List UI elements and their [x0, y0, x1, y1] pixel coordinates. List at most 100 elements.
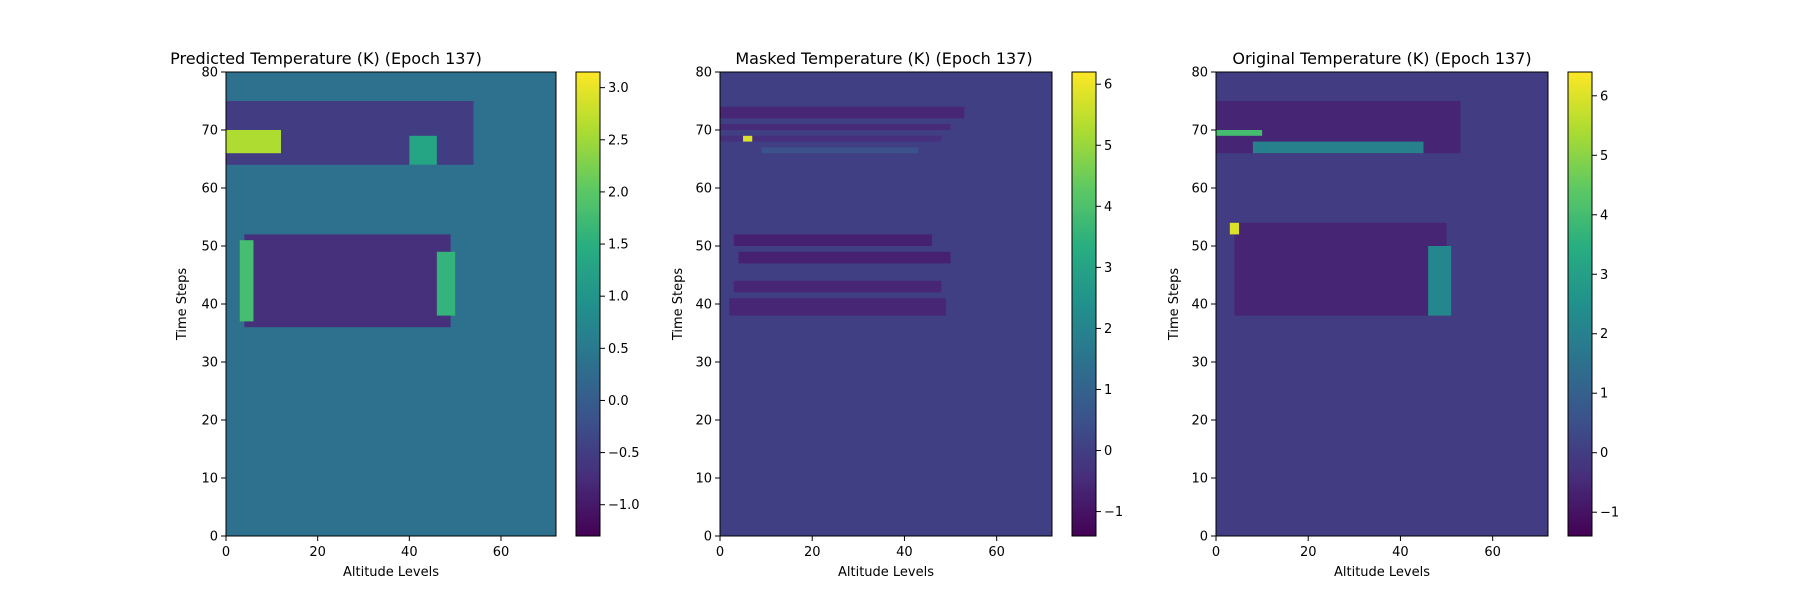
x-tick-label: 40 [1392, 545, 1409, 560]
colorbar-tick-label: 4 [1600, 208, 1608, 223]
x-tick-label: 0 [1212, 545, 1220, 560]
y-tick-label: 0 [210, 530, 218, 545]
heatmap-region [761, 147, 919, 154]
colorbar-tick-label: 5 [1104, 139, 1112, 154]
y-tick-label: 80 [201, 66, 218, 81]
predicted-temperature-panel: Predicted Temperature (K) (Epoch 137) 0 2… [170, 49, 639, 580]
heatmap-cells [1216, 72, 1548, 536]
y-tick-label: 40 [695, 298, 712, 313]
colorbar [575, 71, 601, 537]
y-tick-label: 50 [1191, 240, 1208, 255]
y-tick-label: 10 [1191, 472, 1208, 487]
colorbar [1567, 71, 1593, 537]
x-tick-label: 0 [222, 545, 230, 560]
colorbar-ticks: −1.0 −0.5 0.0 0.5 1.0 1.5 2.0 2.5 3.0 [600, 81, 640, 513]
y-tick-label: 70 [1191, 124, 1208, 139]
y-tick-label: 80 [695, 66, 712, 81]
y-axis-label: Time Steps [1167, 268, 1182, 342]
y-axis-label: Time Steps [175, 268, 190, 342]
heatmap-region [729, 298, 946, 316]
y-axis-ticks: 0 10 20 30 40 50 60 70 80 [695, 66, 720, 545]
x-axis-label: Altitude Levels [343, 565, 439, 580]
y-tick-label: 20 [695, 414, 712, 429]
colorbar-tick-label: −1 [1600, 506, 1619, 521]
heatmap-region [743, 135, 753, 142]
y-tick-label: 0 [1200, 530, 1208, 545]
colorbar-tick-label: 2 [1600, 327, 1608, 342]
y-tick-label: 30 [695, 356, 712, 371]
colorbar-tick-label: 2.5 [608, 133, 629, 148]
heatmap-region [1234, 222, 1447, 316]
y-tick-label: 30 [201, 356, 218, 371]
masked-temperature-panel: Masked Temperature (K) (Epoch 137) 0 20 40… [671, 49, 1123, 580]
colorbar-tick-label: 3 [1600, 268, 1608, 283]
colorbar-ticks: −1 0 1 2 3 4 5 6 [1096, 78, 1123, 520]
x-axis-ticks: 0 20 40 60 [716, 536, 1005, 560]
y-tick-label: 0 [704, 530, 712, 545]
y-tick-label: 20 [1191, 414, 1208, 429]
y-tick-label: 10 [201, 472, 218, 487]
x-axis-label: Altitude Levels [1334, 565, 1430, 580]
x-tick-label: 60 [1484, 545, 1501, 560]
y-tick-label: 40 [201, 298, 218, 313]
heatmap-region [733, 234, 933, 246]
y-tick-label: 10 [695, 472, 712, 487]
y-tick-label: 50 [201, 240, 218, 255]
colorbar-tick-label: 2.0 [608, 185, 629, 200]
x-axis-label: Altitude Levels [838, 565, 934, 580]
y-tick-label: 30 [1191, 356, 1208, 371]
colorbar-tick-label: 3 [1104, 261, 1112, 276]
colorbar-tick-label: 0 [1600, 446, 1608, 461]
y-axis-label: Time Steps [671, 268, 686, 342]
colorbar [1071, 71, 1097, 537]
x-tick-label: 40 [401, 545, 418, 560]
heatmap-region [436, 251, 456, 316]
colorbar-tick-label: 6 [1600, 89, 1608, 104]
y-tick-label: 80 [1191, 66, 1208, 81]
panel-title: Masked Temperature (K) (Epoch 137) [735, 49, 1032, 68]
y-tick-label: 70 [695, 124, 712, 139]
colorbar-tick-label: 6 [1104, 78, 1112, 93]
colorbar-tick-label: 1 [1600, 387, 1608, 402]
x-tick-label: 40 [896, 545, 913, 560]
y-axis-ticks: 0 10 20 30 40 50 60 70 80 [1191, 66, 1216, 545]
heatmap-region [1428, 246, 1452, 316]
colorbar-tick-label: 4 [1104, 200, 1112, 215]
y-tick-label: 60 [1191, 182, 1208, 197]
heatmap-region [226, 130, 281, 154]
colorbar-tick-label: 2 [1104, 322, 1112, 337]
colorbar-tick-label: 1.0 [608, 290, 629, 305]
heatmap-region [1216, 130, 1263, 136]
heatmap-region [720, 124, 951, 130]
x-axis-ticks: 0 20 40 60 [1212, 536, 1501, 560]
y-tick-label: 50 [695, 240, 712, 255]
x-tick-label: 60 [493, 545, 510, 560]
colorbar-tick-label: 3.0 [608, 81, 629, 96]
x-tick-label: 60 [988, 545, 1005, 560]
colorbar-tick-label: −0.5 [608, 446, 640, 461]
y-tick-label: 40 [1191, 298, 1208, 313]
heatmap-cells [226, 72, 556, 536]
y-tick-label: 20 [201, 414, 218, 429]
heatmap-region [244, 234, 451, 328]
heatmap-region [1229, 222, 1240, 235]
x-axis-ticks: 0 20 40 60 [222, 536, 509, 560]
x-tick-label: 0 [716, 545, 724, 560]
colorbar-tick-label: 0.5 [608, 342, 629, 357]
y-axis-ticks: 0 10 20 30 40 50 60 70 80 [201, 66, 226, 545]
colorbar-tick-label: 1.5 [608, 238, 629, 253]
y-tick-label: 70 [201, 124, 218, 139]
y-tick-label: 60 [201, 182, 218, 197]
colorbar-tick-label: −1.0 [608, 498, 640, 513]
heatmap-region [733, 280, 942, 293]
colorbar-tick-label: 0.0 [608, 394, 629, 409]
heatmap-region [738, 251, 951, 264]
x-tick-label: 20 [1300, 545, 1317, 560]
colorbar-tick-label: 0 [1104, 444, 1112, 459]
colorbar-ticks: −1 0 1 2 3 4 5 6 [1592, 89, 1619, 521]
colorbar-tick-label: 5 [1600, 149, 1608, 164]
original-temperature-panel: Original Temperature (K) (Epoch 137) 0 20… [1167, 49, 1619, 580]
colorbar-tick-label: 1 [1104, 383, 1112, 398]
heatmap-cells [720, 72, 1052, 536]
